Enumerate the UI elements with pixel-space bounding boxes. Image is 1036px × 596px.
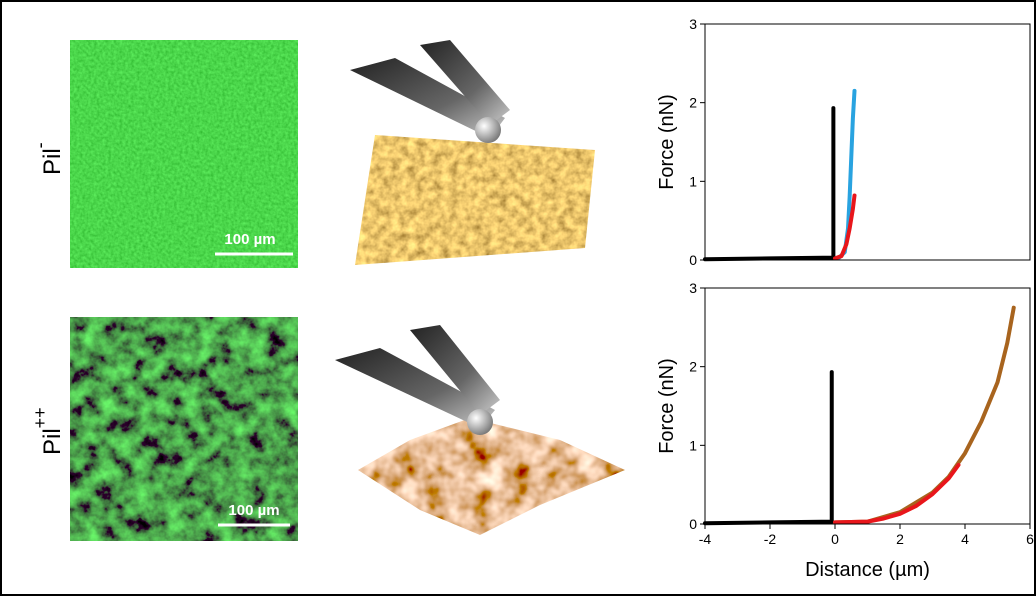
data-line (833, 305, 1016, 525)
afm-tip (467, 409, 493, 435)
cantilever (335, 348, 495, 428)
row-label-text: Pil (39, 428, 66, 455)
x-tick-label: -4 (699, 531, 712, 547)
scale-bar-label: 100 µm (228, 502, 279, 519)
y-tick-label: 0 (689, 516, 697, 532)
y-tick-label: 3 (689, 16, 697, 32)
cantilever (410, 325, 500, 415)
fluorescence-image (70, 40, 298, 268)
x-tick-label: 4 (961, 531, 969, 547)
y-tick-label: 2 (689, 359, 697, 375)
afm-tip (475, 117, 501, 143)
y-tick-label: 2 (689, 95, 697, 111)
y-axis-label: Force (nN) (656, 94, 678, 190)
scale-bar-label: 100 µm (224, 231, 275, 248)
y-axis-label: Force (nN) (656, 358, 678, 454)
data-line (703, 106, 836, 262)
data-line (833, 463, 961, 525)
afm-surface (355, 135, 595, 265)
data-line (703, 370, 834, 526)
row-label-superscript: ++ (30, 407, 50, 428)
x-tick-label: -2 (764, 531, 777, 547)
plot-frame (704, 287, 1031, 525)
cantilever (350, 58, 505, 138)
plot-frame (704, 23, 1031, 261)
x-tick-label: 0 (831, 531, 839, 547)
row-label: Pil- (30, 142, 66, 175)
row-label-text: Pil (39, 148, 66, 175)
y-tick-label: 1 (689, 173, 697, 189)
data-line (833, 193, 857, 261)
x-tick-label: 2 (896, 531, 904, 547)
x-axis-label: Distance (µm) (805, 559, 930, 581)
y-tick-label: 3 (689, 280, 697, 296)
y-tick-label: 0 (689, 252, 697, 268)
data-line (836, 88, 857, 261)
fluorescence-image (70, 317, 298, 541)
cantilever (420, 40, 510, 125)
row-label: Pil++ (30, 407, 66, 455)
y-tick-label: 1 (689, 437, 697, 453)
x-tick-label: 6 (1026, 531, 1034, 547)
row-label-superscript: - (30, 142, 50, 148)
